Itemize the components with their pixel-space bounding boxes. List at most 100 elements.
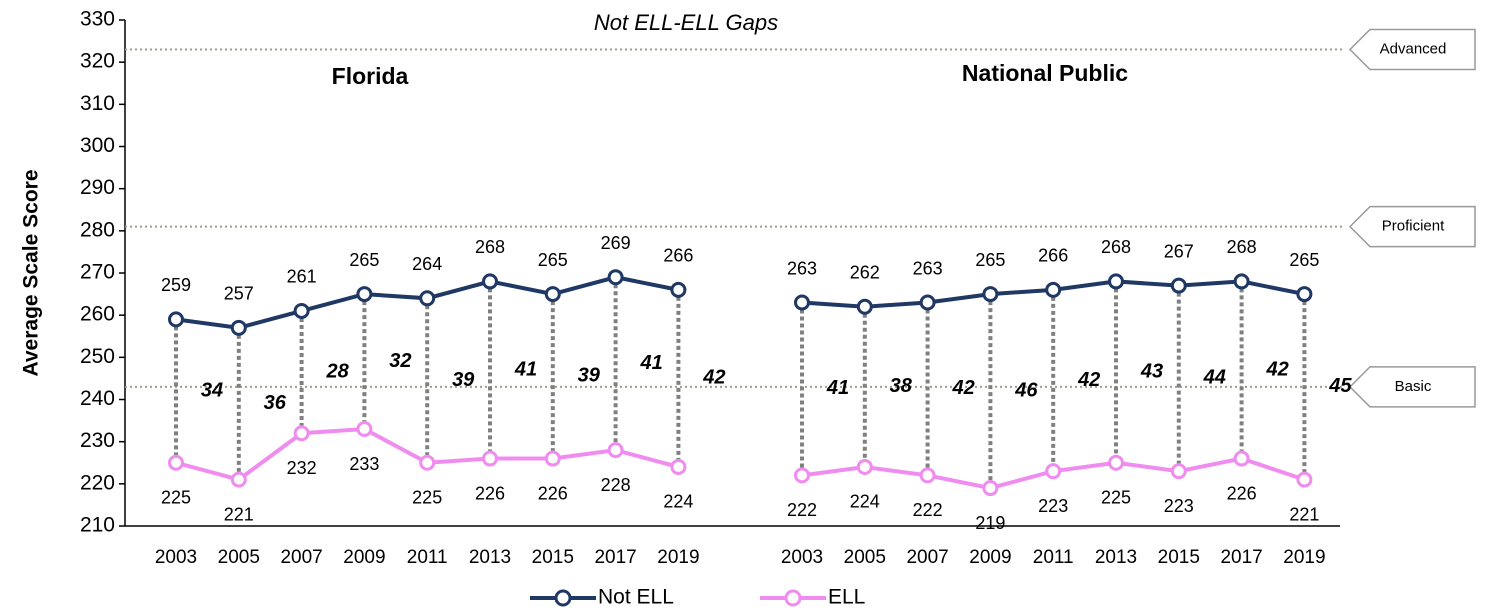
data-point <box>670 458 687 475</box>
value-label: 226 <box>1227 483 1257 503</box>
data-point <box>544 450 561 467</box>
data-point <box>856 458 873 475</box>
y-tick-label: 220 <box>80 471 115 494</box>
y-tick-label: 270 <box>80 261 115 284</box>
data-point <box>982 286 999 303</box>
x-tick-label: 2017 <box>594 547 636 568</box>
value-label: 223 <box>1038 496 1068 516</box>
reference-tag <box>1348 366 1476 408</box>
gap-label: 42 <box>1265 358 1288 380</box>
gap-label: 43 <box>1140 360 1163 382</box>
x-tick-label: 2013 <box>1095 547 1137 568</box>
data-point <box>1170 277 1187 294</box>
value-label: 226 <box>538 483 568 503</box>
x-tick-label: 2009 <box>343 547 385 568</box>
value-label: 228 <box>601 475 631 495</box>
reference-label: Proficient <box>1382 218 1445 235</box>
legend-marker <box>554 589 572 607</box>
data-point <box>293 425 310 442</box>
data-point <box>544 286 561 303</box>
data-point <box>1108 273 1124 290</box>
value-label: 261 <box>287 267 317 287</box>
x-tick-label: 2017 <box>1220 547 1262 568</box>
data-point <box>419 454 436 471</box>
x-tick-label: 2005 <box>844 547 886 568</box>
data-point <box>482 273 498 290</box>
panel-title: National Public <box>962 60 1128 86</box>
y-tick-label: 300 <box>80 134 115 157</box>
x-tick-label: 2015 <box>1158 547 1200 568</box>
x-tick-label: 2013 <box>469 547 511 568</box>
value-label: 265 <box>349 250 379 270</box>
value-label: 268 <box>1101 237 1131 257</box>
gap-label: 41 <box>639 352 662 374</box>
data-point <box>794 467 810 484</box>
value-label: 257 <box>224 284 254 304</box>
value-label: 263 <box>787 258 817 278</box>
data-point <box>356 286 373 303</box>
value-label: 269 <box>601 233 631 253</box>
data-point <box>1233 450 1250 467</box>
value-label: 226 <box>475 483 505 503</box>
data-point <box>230 471 247 488</box>
data-point <box>1233 273 1250 290</box>
value-label: 225 <box>161 488 191 508</box>
data-point <box>1296 471 1313 488</box>
value-label: 223 <box>1164 496 1194 516</box>
reference-label: Basic <box>1395 378 1432 395</box>
value-label: 262 <box>850 262 880 282</box>
data-point <box>419 290 436 307</box>
value-label: 221 <box>1289 504 1319 524</box>
data-point <box>1045 281 1062 298</box>
value-label: 265 <box>538 250 568 270</box>
y-tick-label: 240 <box>80 387 115 410</box>
y-tick-label: 210 <box>80 514 115 537</box>
x-tick-label: 2007 <box>280 547 322 568</box>
data-point <box>1296 286 1313 303</box>
gap-label: 38 <box>890 375 913 397</box>
value-label: 225 <box>1101 488 1131 508</box>
data-point <box>856 298 873 315</box>
value-label: 224 <box>850 492 880 512</box>
reference-tag <box>1348 28 1476 71</box>
gap-label: 41 <box>514 358 537 380</box>
y-tick-label: 230 <box>80 429 115 452</box>
y-tick-label: 250 <box>80 345 115 368</box>
gap-label: 42 <box>702 367 725 389</box>
gap-label: 36 <box>264 392 287 414</box>
data-point <box>919 467 936 484</box>
value-label: 266 <box>1038 246 1068 266</box>
value-label: 265 <box>1289 250 1319 270</box>
gap-label: 34 <box>201 379 223 401</box>
gap-label: 28 <box>325 360 349 382</box>
data-point <box>482 450 498 467</box>
value-label: 259 <box>161 275 191 295</box>
data-point <box>168 311 184 328</box>
chart-title: Not ELL-ELL Gaps <box>594 10 778 35</box>
reference-label: Advanced <box>1380 40 1447 57</box>
gap-label: 39 <box>578 365 601 387</box>
data-point <box>1108 454 1124 471</box>
legend-marker <box>784 589 802 607</box>
gap-label: 32 <box>389 350 411 372</box>
y-tick-label: 280 <box>80 218 115 241</box>
x-tick-label: 2011 <box>1033 547 1074 568</box>
gap-label: 45 <box>1328 375 1352 397</box>
value-label: 268 <box>1227 237 1257 257</box>
value-label: 265 <box>975 250 1005 270</box>
data-point <box>356 421 373 438</box>
gap-label: 44 <box>1203 367 1226 389</box>
reference-tag <box>1348 205 1476 248</box>
x-tick-label: 2003 <box>781 547 823 568</box>
gap-label: 39 <box>452 369 475 391</box>
y-tick-label: 260 <box>80 303 115 326</box>
data-point <box>607 442 624 459</box>
gap-label: 42 <box>1077 369 1100 391</box>
data-point <box>1170 463 1187 480</box>
gap-label: 41 <box>826 377 849 399</box>
data-point <box>607 269 624 286</box>
x-tick-label: 2015 <box>532 547 574 568</box>
x-tick-label: 2011 <box>407 547 448 568</box>
legend-label: Not ELL <box>598 586 674 609</box>
